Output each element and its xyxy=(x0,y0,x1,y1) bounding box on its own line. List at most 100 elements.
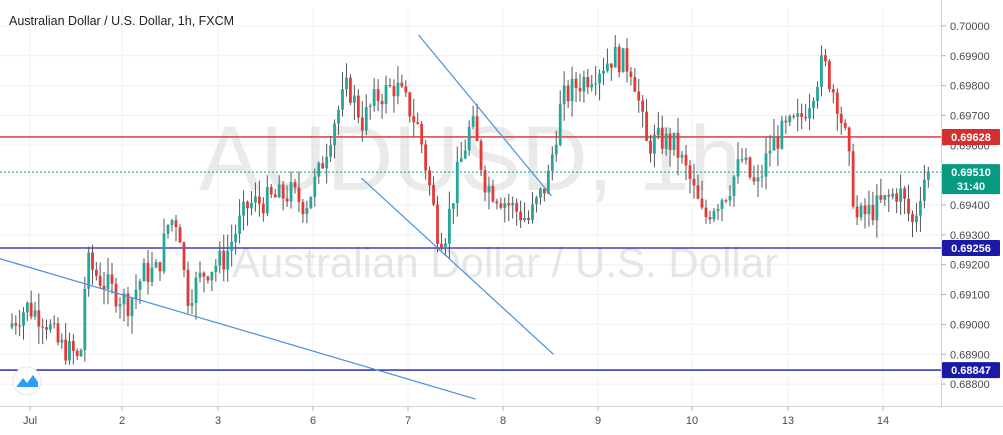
candle-up xyxy=(333,123,336,146)
candle-down xyxy=(629,71,633,77)
price-tick-label: 0.69700 xyxy=(950,110,990,122)
candle-up xyxy=(170,220,174,226)
candle-down xyxy=(578,87,582,92)
candle-up xyxy=(444,243,447,249)
candle-down xyxy=(408,92,412,117)
candle-up xyxy=(60,339,64,343)
candle-up xyxy=(138,281,142,290)
candle-down xyxy=(609,63,613,68)
tradingview-logo-icon[interactable] xyxy=(12,366,42,396)
candle-up xyxy=(68,341,71,361)
candle-up xyxy=(926,171,930,180)
price-axis[interactable]: 0.700000.699000.698000.697000.696000.695… xyxy=(941,21,990,391)
price-tick-label: 0.69300 xyxy=(950,230,990,242)
candle-up xyxy=(447,208,451,244)
candle-up xyxy=(329,145,333,157)
candle-up xyxy=(230,241,234,251)
candle-down xyxy=(182,242,186,270)
candle-up xyxy=(546,170,550,194)
candle-down xyxy=(37,310,41,327)
candle-down xyxy=(380,100,384,105)
candle-down xyxy=(887,195,891,197)
candle-up xyxy=(788,116,792,123)
candle-down xyxy=(41,326,45,328)
candle-down xyxy=(420,123,424,145)
candle-up xyxy=(664,133,668,149)
current-price-label: 0.69510 xyxy=(951,167,991,179)
candle-down xyxy=(684,154,688,166)
candle-up xyxy=(238,215,241,234)
candle-down xyxy=(863,205,867,215)
candle-up xyxy=(562,85,566,105)
time-tick-label: 6 xyxy=(310,415,316,427)
candle-up xyxy=(535,197,538,205)
candle-up xyxy=(166,225,170,234)
candle-up xyxy=(598,73,601,84)
time-tick-label: Jul xyxy=(23,415,37,427)
candle-down xyxy=(776,136,780,149)
candle-down xyxy=(281,184,285,199)
candle-up xyxy=(602,70,605,74)
candle-up xyxy=(582,76,586,92)
candle-up xyxy=(337,109,340,124)
candle-down xyxy=(285,198,289,202)
candle-down xyxy=(491,186,495,202)
candle-up xyxy=(764,153,768,177)
candle-down xyxy=(649,140,652,154)
candle-up xyxy=(606,63,609,71)
candle-up xyxy=(736,159,740,177)
candle-up xyxy=(728,195,732,201)
price-tick-label: 0.68800 xyxy=(950,379,990,391)
candle-down xyxy=(178,227,182,243)
candle-down xyxy=(499,203,503,208)
candle-down xyxy=(507,203,511,206)
candle-up xyxy=(467,126,471,151)
candle-down xyxy=(297,187,301,202)
candle-up xyxy=(162,233,166,272)
candle-up xyxy=(656,127,660,136)
candle-down xyxy=(843,123,847,128)
candle-down xyxy=(321,163,325,169)
candle-up xyxy=(352,95,356,103)
candle-down xyxy=(56,323,60,343)
candle-up xyxy=(87,252,91,289)
price-tick-label: 0.69100 xyxy=(950,290,990,302)
candle-down xyxy=(625,48,629,72)
candle-up xyxy=(194,277,198,303)
candle-up xyxy=(558,104,562,145)
candle-up xyxy=(899,188,903,202)
candle-down xyxy=(269,187,273,195)
trendlines xyxy=(0,34,554,400)
candle-up xyxy=(198,272,202,278)
candle-up xyxy=(511,202,515,206)
time-tick-label: 10 xyxy=(686,415,698,427)
candle-up xyxy=(459,158,463,162)
trendline xyxy=(418,34,552,197)
candle-up xyxy=(919,200,922,216)
candle-up xyxy=(455,161,459,204)
time-axis[interactable]: Jul 2 3 6 7 8 9 10 13 14 xyxy=(23,406,889,427)
price-tick-label: 0.69200 xyxy=(950,260,990,272)
candle-up xyxy=(154,262,158,268)
candle-down xyxy=(412,116,416,123)
candle-up xyxy=(10,323,14,328)
candle-up xyxy=(118,304,122,307)
candle-down xyxy=(827,61,831,90)
candle-up xyxy=(384,85,388,105)
candle-up xyxy=(653,135,656,154)
candle-down xyxy=(356,95,360,118)
candle-down xyxy=(114,283,118,307)
candle-down xyxy=(75,350,79,357)
candle-up xyxy=(756,177,760,182)
candle-down xyxy=(700,198,704,208)
candle-down xyxy=(257,196,261,204)
candle-down xyxy=(29,302,33,317)
time-tick-label: 3 xyxy=(215,415,221,427)
candle-down xyxy=(102,285,106,289)
candle-up xyxy=(780,120,784,149)
candle-down xyxy=(824,55,827,62)
candle-down xyxy=(696,185,700,199)
candle-up xyxy=(364,106,368,131)
